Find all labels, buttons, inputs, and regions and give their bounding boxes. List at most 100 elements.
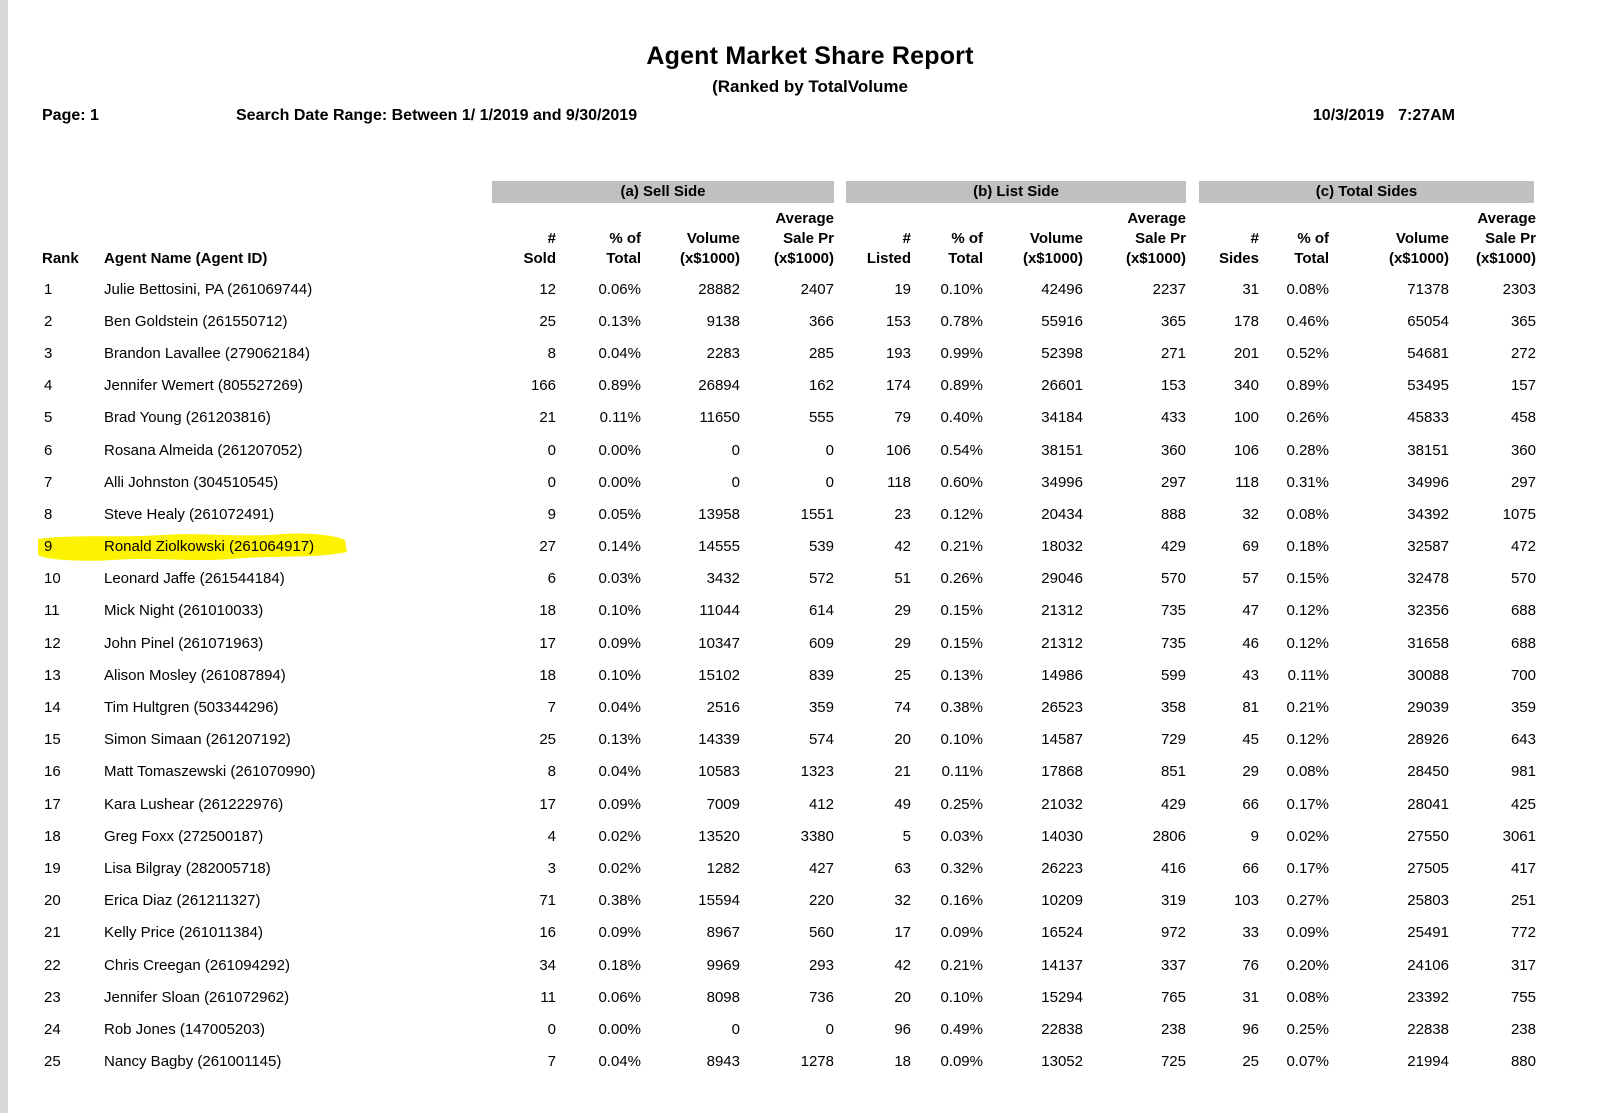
table-row: 19 Lisa Bilgray (282005718) 3 0.02% 1282… — [42, 852, 1536, 884]
highlight-marker — [38, 532, 347, 561]
list-pct-cell: 0.11% — [941, 763, 983, 781]
rank-cell: 10 — [44, 570, 61, 588]
sell-sold-cell: 21 — [539, 409, 556, 427]
sell-avg-price-cell: 614 — [808, 602, 834, 620]
sell-avg-price-cell: 609 — [808, 634, 834, 652]
agent-name-cell: Brandon Lavallee (279062184) — [104, 344, 310, 362]
list-listed-cell: 51 — [894, 570, 911, 588]
sell-volume-cell: 26894 — [698, 377, 740, 395]
table-row: 15 Simon Simaan (261207192) 25 0.13% 143… — [42, 724, 1536, 756]
list-volume-cell: 17868 — [1041, 763, 1083, 781]
sell-sold-cell: 166 — [530, 377, 556, 395]
sell-sold-cell: 18 — [539, 666, 556, 684]
sell-avg-price-cell: 3380 — [800, 827, 834, 845]
sell-sold-cell: 71 — [539, 892, 556, 910]
sell-sold-cell: 34 — [539, 956, 556, 974]
list-listed-cell: 21 — [894, 763, 911, 781]
col-header-total-avg-sale-price: Average Sale Pr (x$1000) — [1475, 210, 1536, 267]
list-volume-cell: 16524 — [1041, 924, 1083, 942]
group-header-row: (a) Sell Side (b) List Side (c) Total Si… — [42, 181, 1536, 203]
page-edge-strip — [0, 0, 8, 1113]
list-pct-cell: 0.15% — [940, 634, 983, 652]
col-header-agent-name: Agent Name (Agent ID) — [104, 250, 268, 267]
total-volume-cell: 34996 — [1407, 473, 1449, 491]
sell-avg-price-cell: 1323 — [800, 763, 834, 781]
print-timestamp: 10/3/2019 7:27AM — [1313, 107, 1455, 125]
list-pct-cell: 0.10% — [940, 280, 983, 298]
list-avg-price-cell: 765 — [1160, 988, 1186, 1006]
list-avg-price-cell: 851 — [1160, 763, 1186, 781]
sell-avg-price-cell: 574 — [808, 731, 834, 749]
total-pct-cell: 0.46% — [1286, 312, 1329, 330]
sell-sold-cell: 17 — [539, 795, 556, 813]
print-time: 7:27AM — [1398, 107, 1455, 124]
rank-cell: 17 — [44, 795, 61, 813]
total-pct-cell: 0.09% — [1286, 924, 1329, 942]
total-sides-cell: 100 — [1233, 409, 1259, 427]
sell-pct-cell: 0.04% — [598, 1053, 641, 1071]
list-avg-price-cell: 337 — [1160, 956, 1186, 974]
list-listed-cell: 42 — [894, 538, 911, 556]
sell-volume-cell: 7009 — [706, 795, 740, 813]
total-pct-cell: 0.18% — [1286, 538, 1329, 556]
list-avg-price-cell: 360 — [1160, 441, 1186, 459]
total-avg-price-cell: 238 — [1510, 1020, 1536, 1038]
agent-market-share-table: (a) Sell Side (b) List Side (c) Total Si… — [38, 181, 1536, 1078]
list-avg-price-cell: 358 — [1160, 699, 1186, 717]
rank-cell: 7 — [44, 473, 53, 491]
col-header-list-pct-total: % of Total — [948, 230, 983, 267]
sell-sold-cell: 18 — [539, 602, 556, 620]
sell-pct-cell: 0.13% — [598, 312, 641, 330]
sell-sold-cell: 7 — [547, 699, 556, 717]
sell-volume-cell: 9969 — [706, 956, 740, 974]
agent-name-cell: Tim Hultgren (503344296) — [104, 699, 279, 717]
total-volume-cell: 27505 — [1407, 859, 1449, 877]
list-volume-cell: 55916 — [1041, 312, 1083, 330]
list-pct-cell: 0.09% — [940, 924, 983, 942]
list-volume-cell: 21032 — [1041, 795, 1083, 813]
total-pct-cell: 0.08% — [1286, 280, 1329, 298]
total-volume-cell: 27550 — [1407, 827, 1449, 845]
total-sides-cell: 81 — [1242, 699, 1259, 717]
total-avg-price-cell: 688 — [1510, 602, 1536, 620]
agent-name-cell: Mick Night (261010033) — [104, 602, 264, 620]
sell-pct-cell: 0.10% — [598, 666, 641, 684]
total-pct-cell: 0.17% — [1286, 859, 1329, 877]
print-date: 10/3/2019 — [1312, 107, 1385, 124]
sell-avg-price-cell: 427 — [808, 859, 834, 877]
rank-cell: 4 — [44, 377, 53, 395]
list-listed-cell: 23 — [894, 505, 911, 523]
table-row: 3 Brandon Lavallee (279062184) 8 0.04% 2… — [42, 337, 1536, 369]
col-header-sell-avg-sale-price: Average Sale Pr (x$1000) — [773, 210, 834, 267]
sell-pct-cell: 0.04% — [598, 344, 641, 362]
list-pct-cell: 0.21% — [940, 538, 983, 556]
list-listed-cell: 29 — [894, 602, 911, 620]
total-pct-cell: 0.25% — [1286, 1020, 1329, 1038]
total-volume-cell: 32587 — [1407, 538, 1449, 556]
sell-volume-cell: 15102 — [698, 666, 740, 684]
list-volume-cell: 22838 — [1041, 1020, 1083, 1038]
list-listed-cell: 29 — [894, 634, 911, 652]
total-avg-price-cell: 251 — [1510, 892, 1536, 910]
sell-pct-cell: 0.38% — [598, 892, 641, 910]
total-sides-cell: 29 — [1242, 763, 1259, 781]
list-avg-price-cell: 2806 — [1152, 827, 1186, 845]
table-row: 6 Rosana Almeida (261207052) 0 0.00% 0 0… — [42, 434, 1536, 466]
list-pct-cell: 0.38% — [940, 699, 983, 717]
sell-volume-cell: 14339 — [698, 731, 740, 749]
col-header-total-volume: Volume (x$1000) — [1388, 230, 1449, 267]
list-pct-cell: 0.99% — [940, 344, 983, 362]
group-header-sell-side: (a) Sell Side — [492, 181, 834, 203]
sell-avg-price-cell: 0 — [825, 441, 834, 459]
sell-sold-cell: 27 — [539, 538, 556, 556]
sell-volume-cell: 10583 — [698, 763, 740, 781]
list-avg-price-cell: 297 — [1160, 473, 1186, 491]
rank-cell: 23 — [44, 988, 61, 1006]
rank-cell: 9 — [44, 538, 53, 556]
list-listed-cell: 118 — [887, 473, 911, 491]
sell-volume-cell: 3432 — [706, 570, 740, 588]
total-pct-cell: 0.15% — [1286, 570, 1329, 588]
list-pct-cell: 0.15% — [940, 602, 983, 620]
total-sides-cell: 76 — [1242, 956, 1259, 974]
total-sides-cell: 25 — [1242, 1053, 1259, 1071]
